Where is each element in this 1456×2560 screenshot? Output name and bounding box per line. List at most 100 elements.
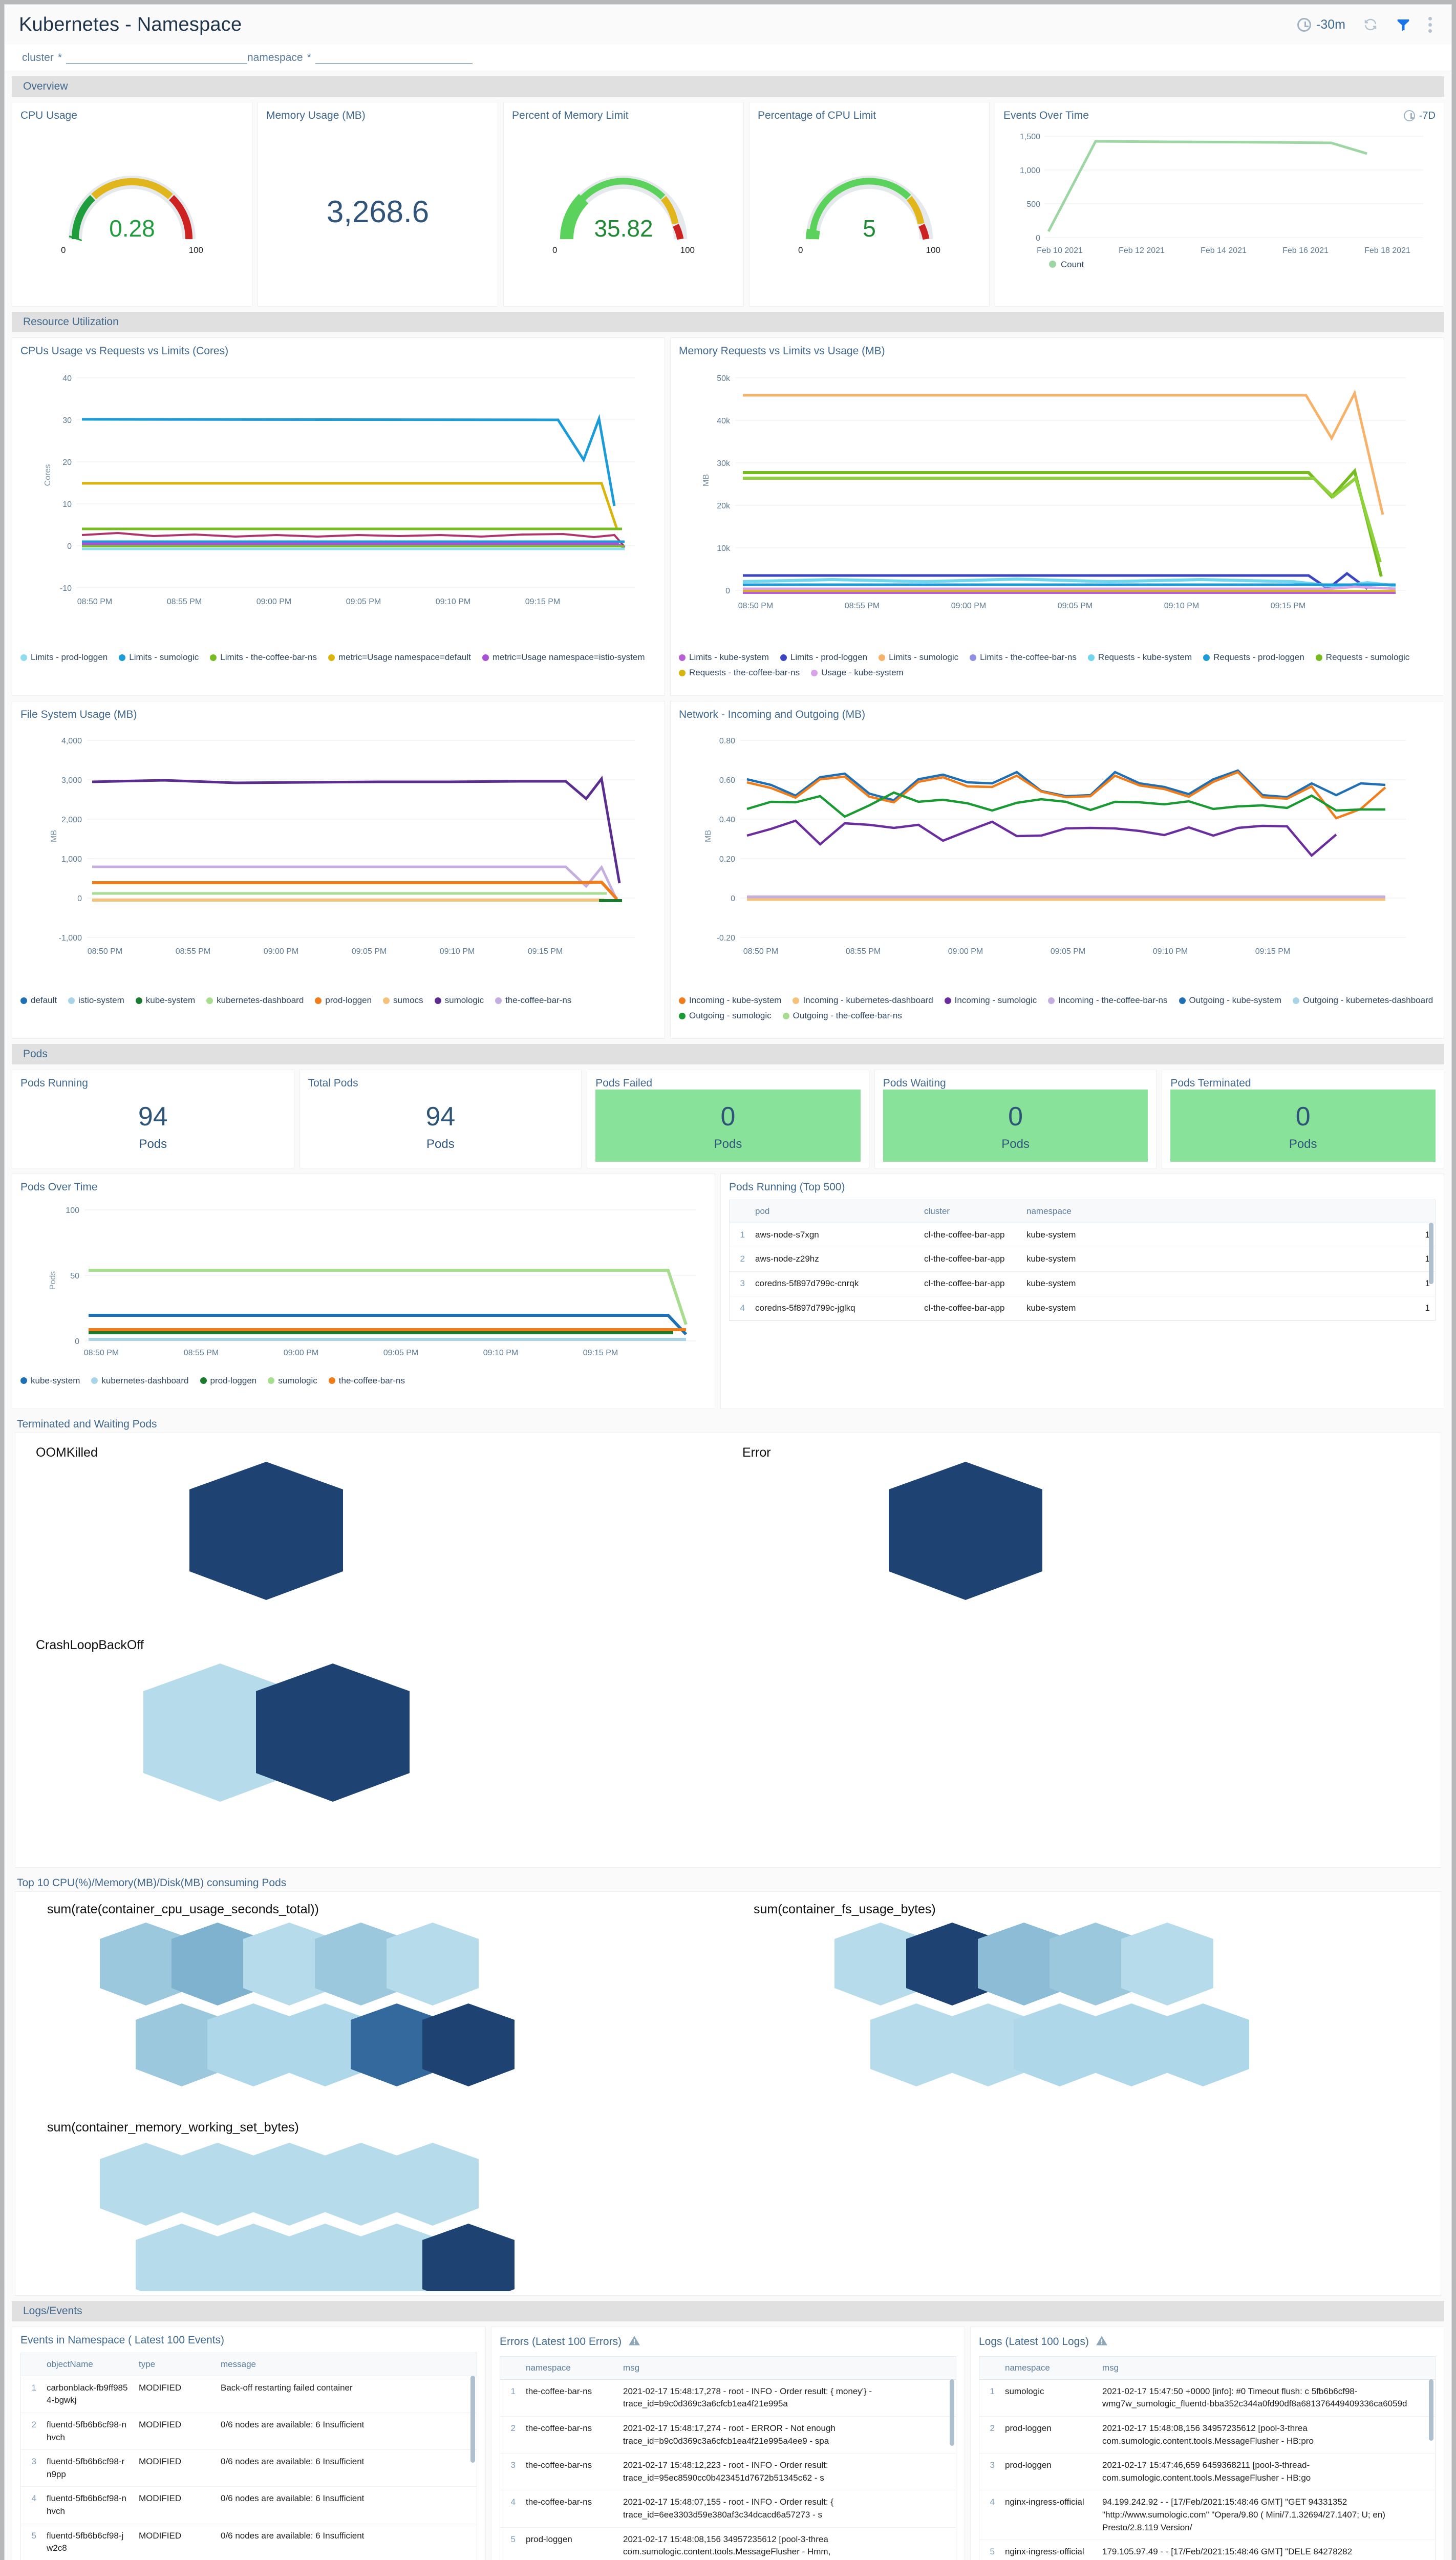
legend-item[interactable]: istio-system: [68, 995, 124, 1006]
panel-events-in-namespace[interactable]: Events in Namespace ( Latest 100 Events)…: [12, 2326, 486, 2560]
legend-item[interactable]: the-coffee-bar-ns: [328, 1376, 405, 1386]
column-header-message[interactable]: message: [216, 2353, 477, 2376]
refresh-icon[interactable]: [1363, 17, 1378, 32]
table-row[interactable]: 3 fluentd-5fb6b6cf98-rn9pp MODIFIED 0/6 …: [21, 2449, 477, 2487]
svg-text:10: 10: [62, 500, 72, 509]
panel-percentage-cpu-limit[interactable]: Percentage of CPU Limit 5 0 100: [749, 102, 990, 307]
legend-item[interactable]: sumologic: [268, 1376, 317, 1386]
legend-item[interactable]: metric=Usage namespace=default: [328, 652, 471, 663]
table-vertical-scrollbar[interactable]: [470, 2375, 475, 2463]
panel-cpu-usage[interactable]: CPU Usage 0.28 0 100: [12, 102, 252, 307]
legend-item[interactable]: Requests - sumologic: [1315, 652, 1409, 663]
more-options-icon[interactable]: [1428, 16, 1432, 33]
column-header-msg[interactable]: msg: [618, 2356, 956, 2380]
events-time-range[interactable]: -7D: [1403, 110, 1436, 122]
table-row[interactable]: 4 fluentd-5fb6b6cf98-nhvch MODIFIED 0/6 …: [21, 2486, 477, 2524]
legend-item[interactable]: Limits - the-coffee-bar-ns: [210, 652, 317, 663]
namespace-filter[interactable]: namespace *: [247, 52, 473, 64]
column-header-objectname[interactable]: objectName: [41, 2353, 134, 2376]
filter-icon[interactable]: [1396, 17, 1411, 32]
column-header-cluster[interactable]: cluster: [919, 1200, 1021, 1223]
legend-item[interactable]: kubernetes-dashboard: [91, 1376, 189, 1386]
column-header-namespace[interactable]: namespace: [521, 2356, 618, 2380]
legend-item[interactable]: Requests - kube-system: [1087, 652, 1192, 663]
table-row[interactable]: 5 fluentd-5fb6b6cf98-jw2c8 MODIFIED 0/6 …: [21, 2524, 477, 2560]
svg-text:Pods: Pods: [49, 1271, 57, 1289]
table-row[interactable]: 2 the-coffee-bar-ns 2021-02-17 15:48:17,…: [500, 2416, 956, 2454]
svg-text:0.20: 0.20: [719, 855, 735, 864]
column-header-namespace[interactable]: namespace: [1021, 1200, 1404, 1223]
legend-item[interactable]: Outgoing - sumologic: [679, 1011, 772, 1021]
card-pods-running[interactable]: Pods Running 94 Pods: [12, 1070, 294, 1168]
table-row[interactable]: 3 coredns-5f897d799c-cnrqk cl-the-coffee…: [730, 1271, 1435, 1296]
legend-item[interactable]: kubernetes-dashboard: [206, 995, 304, 1006]
legend-item[interactable]: the-coffee-bar-ns: [495, 995, 571, 1006]
panel-events-over-time[interactable]: Events Over Time -7D 1,500 1,000 500 0: [995, 102, 1444, 307]
table-row[interactable]: 1 sumologic 2021-02-17 15:47:50 +0000 [i…: [979, 2379, 1435, 2417]
time-range-picker[interactable]: -30m: [1297, 17, 1345, 32]
legend-item[interactable]: kube-system: [135, 995, 195, 1006]
legend-item[interactable]: Requests - the-coffee-bar-ns: [679, 668, 800, 678]
legend-item[interactable]: Limits - sumologic: [119, 652, 199, 663]
panel-logs[interactable]: Logs (Latest 100 Logs) namespace msg 1: [970, 2326, 1444, 2560]
legend-item[interactable]: Incoming - kube-system: [679, 995, 781, 1006]
table-row[interactable]: 2 prod-loggen 2021-02-17 15:48:08,156 34…: [979, 2416, 1435, 2454]
legend-item[interactable]: Limits - sumologic: [879, 652, 958, 663]
table-row[interactable]: 4 the-coffee-bar-ns 2021-02-17 15:48:07,…: [500, 2490, 956, 2528]
table-vertical-scrollbar[interactable]: [1429, 1222, 1433, 1284]
cluster-filter[interactable]: cluster *: [22, 52, 247, 64]
legend-item[interactable]: Requests - prod-loggen: [1203, 652, 1304, 663]
legend-item[interactable]: Limits - prod-loggen: [20, 652, 108, 663]
legend-item[interactable]: Limits - the-coffee-bar-ns: [970, 652, 1077, 663]
legend-item[interactable]: Incoming - sumologic: [944, 995, 1037, 1006]
legend-item[interactable]: Usage - kube-system: [811, 668, 904, 678]
table-row[interactable]: 4 nginx-ingress-official 94.199.242.92 -…: [979, 2490, 1435, 2541]
table-vertical-scrollbar[interactable]: [1429, 2379, 1433, 2441]
legend-item[interactable]: Outgoing - the-coffee-bar-ns: [782, 1011, 902, 1021]
panel-errors[interactable]: Errors (Latest 100 Errors) namespace msg…: [491, 2326, 965, 2560]
table-row[interactable]: 2 aws-node-z29hz cl-the-coffee-bar-app k…: [730, 1247, 1435, 1272]
panel-file-system-usage[interactable]: File System Usage (MB) 4,000 3,000 2,000 1…: [12, 701, 665, 1039]
panel-network-in-out[interactable]: Network - Incoming and Outgoing (MB) 0.8…: [670, 701, 1444, 1039]
column-header-pod[interactable]: pod: [750, 1200, 919, 1223]
legend-item[interactable]: Incoming - the-coffee-bar-ns: [1048, 995, 1168, 1006]
table-row[interactable]: 3 the-coffee-bar-ns 2021-02-17 15:48:12,…: [500, 2453, 956, 2491]
table-row[interactable]: 5 nginx-ingress-official 179.105.97.49 -…: [979, 2540, 1435, 2560]
table-vertical-scrollbar[interactable]: [950, 2379, 954, 2446]
legend-item[interactable]: sumologic: [434, 995, 484, 1006]
legend-item[interactable]: Limits - kube-system: [679, 652, 769, 663]
card-pods-waiting[interactable]: Pods Waiting 0 Pods: [874, 1070, 1157, 1168]
panel-memory-requests-limits-usage[interactable]: Memory Requests vs Limits vs Usage (MB) …: [670, 337, 1444, 696]
panel-cpu-usage-requests-limits[interactable]: CPUs Usage vs Requests vs Limits (Cores)…: [12, 337, 665, 696]
namespace-filter-label: namespace: [247, 51, 303, 63]
column-header-namespace[interactable]: namespace: [1000, 2356, 1097, 2380]
legend-item[interactable]: Outgoing - kube-system: [1179, 995, 1281, 1006]
column-header-type[interactable]: type: [134, 2353, 216, 2376]
table-row[interactable]: 1 carbonblack-fb9ff9854-bgwkj MODIFIED B…: [21, 2376, 477, 2413]
legend-item[interactable]: metric=Usage namespace=istio-system: [482, 652, 645, 663]
legend-item[interactable]: Outgoing - kubernetes-dashboard: [1292, 995, 1433, 1006]
legend-item[interactable]: sumocs: [383, 995, 423, 1006]
column-header-msg[interactable]: msg: [1097, 2356, 1435, 2380]
card-total-pods[interactable]: Total Pods 94 Pods: [299, 1070, 582, 1168]
legend-item[interactable]: Limits - prod-loggen: [780, 652, 867, 663]
legend-item[interactable]: prod-loggen: [315, 995, 372, 1006]
table-row[interactable]: 5 prod-loggen 2021-02-17 15:48:08,156 34…: [500, 2527, 956, 2560]
table-row[interactable]: 1 aws-node-s7xgn cl-the-coffee-bar-app k…: [730, 1223, 1435, 1248]
table-row[interactable]: 4 coredns-5f897d799c-jglkq cl-the-coffee…: [730, 1296, 1435, 1321]
card-pods-failed[interactable]: Pods Failed 0 Pods: [587, 1070, 869, 1168]
legend-item[interactable]: prod-loggen: [200, 1376, 256, 1386]
table-row[interactable]: 1 the-coffee-bar-ns 2021-02-17 15:48:17,…: [500, 2379, 956, 2417]
legend-item[interactable]: kube-system: [20, 1376, 80, 1386]
panel-pods-over-time[interactable]: Pods Over Time 100 50 0 Pods 08:50 PM 08:55…: [12, 1173, 715, 1409]
panel-memory-usage[interactable]: Memory Usage (MB) 3,268.6: [258, 102, 498, 307]
panel-percent-memory-limit[interactable]: Percent of Memory Limit 35.82 0 100: [503, 102, 744, 307]
table-row[interactable]: 3 prod-loggen 2021-02-17 15:47:46,659 64…: [979, 2453, 1435, 2491]
namespace-filter-input[interactable]: [315, 52, 473, 64]
legend-item[interactable]: default: [20, 995, 57, 1006]
panel-pods-running-table[interactable]: Pods Running (Top 500) pod cluster names…: [720, 1173, 1444, 1409]
cluster-filter-input[interactable]: [66, 52, 247, 64]
legend-item[interactable]: Incoming - kubernetes-dashboard: [793, 995, 933, 1006]
card-pods-terminated[interactable]: Pods Terminated 0 Pods: [1162, 1070, 1444, 1168]
table-row[interactable]: 2 fluentd-5fb6b6cf98-nhvch MODIFIED 0/6 …: [21, 2413, 477, 2450]
